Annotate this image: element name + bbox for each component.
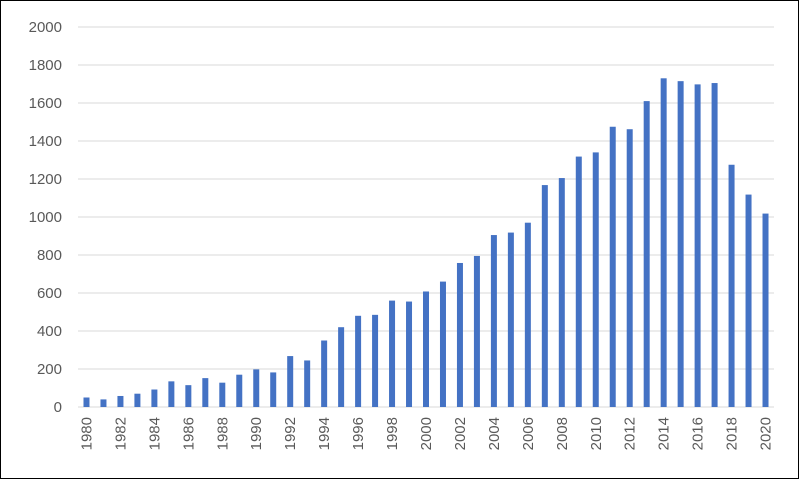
x-tick-label: 2004: [486, 417, 503, 450]
x-tick-label: 1998: [384, 417, 401, 450]
x-tick-label: 2008: [554, 417, 571, 450]
bar-1992: [287, 356, 294, 407]
bar-1988: [219, 382, 226, 407]
bar-2005: [507, 232, 514, 407]
bar-1993: [304, 360, 311, 407]
y-tick-label: 200: [37, 361, 62, 378]
x-tick-label: 2018: [724, 417, 741, 450]
bar-2020: [762, 213, 769, 407]
x-tick-label: 1980: [78, 417, 95, 450]
x-tick-label: 1988: [214, 417, 231, 450]
bar-1995: [338, 327, 345, 407]
bar-2010: [592, 152, 599, 407]
bar-1983: [134, 393, 141, 407]
bar-1987: [202, 378, 209, 407]
y-tick-label: 0: [54, 399, 62, 416]
y-tick-label: 800: [37, 247, 62, 264]
x-tick-label: 2000: [418, 417, 435, 450]
bar-2013: [643, 101, 650, 407]
x-tick-label: 1992: [282, 417, 299, 450]
x-tick-label: 1994: [316, 417, 333, 450]
bar-2001: [439, 281, 446, 407]
bar-2004: [490, 235, 497, 407]
x-tick-label: 2010: [588, 417, 605, 450]
bar-1984: [151, 389, 158, 407]
bar-1998: [389, 300, 396, 407]
bar-1999: [406, 301, 413, 407]
bar-1997: [372, 314, 379, 407]
bar-1996: [355, 315, 362, 407]
bar-2002: [456, 262, 463, 407]
bar-1989: [236, 374, 243, 407]
y-tick-label: 2000: [29, 19, 62, 36]
bar-2018: [728, 164, 735, 407]
x-tick-label: 2014: [656, 417, 673, 450]
y-axis-ticks: 0 200 400 600 800 1000 1200 1400 1600 1800 2000: [29, 19, 62, 416]
bar-2003: [473, 255, 480, 407]
x-tick-label: 1982: [112, 417, 129, 450]
x-axis-ticks: 1980 1982 1984 1986 1988 1990 1992 1994 1996 1998…: [78, 417, 774, 450]
bar-1982: [117, 395, 124, 407]
bar-1986: [185, 385, 192, 407]
y-tick-label: 1800: [29, 57, 62, 74]
bar-1994: [321, 340, 328, 407]
x-tick-label: 2016: [690, 417, 707, 450]
bar-2012: [626, 129, 633, 407]
y-tick-label: 400: [37, 323, 62, 340]
bar-2009: [575, 156, 582, 407]
gridlines: [78, 26, 774, 408]
bars: [83, 78, 769, 408]
x-tick-label: 2020: [758, 417, 775, 450]
bar-1980: [83, 397, 90, 407]
bar-2007: [541, 185, 548, 407]
bar-1990: [253, 369, 260, 407]
x-tick-label: 1990: [248, 417, 265, 450]
x-tick-label: 2012: [622, 417, 639, 450]
x-tick-label: 2002: [452, 417, 469, 450]
bar-2014: [660, 78, 667, 408]
bar-2011: [609, 126, 616, 407]
x-tick-label: 2006: [520, 417, 537, 450]
bar-2006: [524, 222, 531, 407]
bar-1981: [100, 399, 107, 407]
bar-2017: [711, 83, 718, 408]
y-tick-label: 1400: [29, 133, 62, 150]
y-tick-label: 1600: [29, 95, 62, 112]
bar-1985: [168, 381, 175, 407]
x-tick-label: 1996: [350, 417, 367, 450]
y-tick-label: 1000: [29, 209, 62, 226]
bar-2008: [558, 178, 565, 407]
bar-2000: [423, 291, 429, 407]
bar-1991: [270, 372, 277, 407]
y-tick-label: 600: [37, 285, 62, 302]
y-tick-label: 1200: [29, 171, 62, 188]
bar-2015: [677, 81, 684, 408]
x-tick-label: 1984: [146, 417, 163, 450]
bar-2016: [694, 84, 701, 407]
bar-2019: [745, 194, 752, 407]
x-tick-label: 1986: [180, 417, 197, 450]
